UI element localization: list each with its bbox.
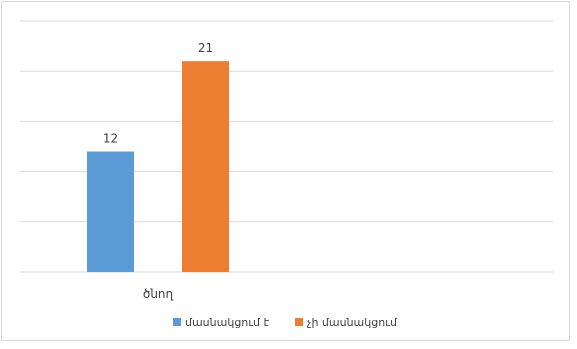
legend-swatch — [173, 318, 181, 326]
bar-participates[interactable] — [87, 151, 134, 272]
bar-chart: 12 21 ծնող մասնակցում է չի մասնակցում — [20, 20, 553, 329]
chart-frame: 12 21 ծնող մասնակցում է չի մասնակցում — [1, 1, 570, 341]
legend-label: չի մասնակցում — [307, 316, 398, 329]
x-tick-label: ծնող — [143, 287, 174, 301]
legend-swatch — [295, 318, 303, 326]
data-label: 21 — [198, 41, 213, 55]
legend-label: մասնակցում է — [185, 316, 270, 329]
bar-not-participates[interactable] — [182, 61, 229, 272]
data-label: 12 — [103, 132, 118, 146]
